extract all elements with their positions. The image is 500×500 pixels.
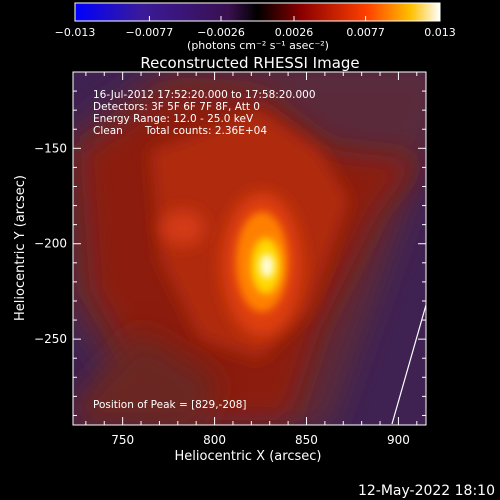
- colorbar-tick-label: −0.0026: [197, 26, 245, 39]
- colorbar-tick-label: −0.0077: [126, 26, 174, 39]
- x-tick-label: 750: [111, 433, 134, 447]
- x-tick-label: 850: [295, 433, 318, 447]
- y-axis-label: Heliocentric Y (arcsec): [13, 175, 28, 321]
- colorbar: [74, 2, 441, 22]
- y-tick-label: −200: [34, 237, 67, 251]
- chart-title: Reconstructed RHESSI Image: [140, 54, 359, 72]
- y-tick-label: −250: [34, 332, 67, 346]
- annotation-energy-range: Energy Range: 12.0 - 25.0 keV: [93, 113, 254, 125]
- annotation-peak-position: Position of Peak = [829,-208]: [93, 399, 247, 411]
- annotation-detectors: Detectors: 3F 5F 6F 7F 8F, Att 0: [93, 101, 260, 113]
- x-tick-label: 800: [203, 433, 226, 447]
- colorbar-tick-label: −0.013: [55, 26, 96, 39]
- colorbar-tick-label: 0.0026: [275, 26, 314, 39]
- x-axis-label: Heliocentric X (arcsec): [175, 449, 322, 464]
- y-axis-ticks: −150 −200 −250: [34, 71, 426, 416]
- y-tick-label: −150: [34, 141, 67, 155]
- colorbar-ticks: −0.013 −0.0077 −0.0026 0.0026 0.0077 0.013: [55, 16, 456, 39]
- colorbar-unit-label: (photons cm⁻² s⁻¹ asec⁻²): [187, 39, 329, 52]
- annotation-clean: Clean: [93, 125, 123, 137]
- plot-frame: [72, 71, 427, 426]
- solar-limb-line: [391, 304, 427, 425]
- footer-timestamp: 12-May-2022 18:10: [358, 483, 495, 499]
- annotation-total-counts: Total counts: 2.36E+04: [144, 125, 267, 137]
- x-axis-ticks: 750 800 850 900: [85, 72, 418, 447]
- colorbar-tick-label: 0.0077: [346, 26, 385, 39]
- x-tick-label: 900: [387, 433, 410, 447]
- heatmap-image: [73, 72, 426, 425]
- annotation-time-range: 16-Jul-2012 17:52:20.000 to 17:58:20.000: [93, 89, 316, 101]
- colorbar-tick-label: 0.013: [424, 26, 456, 39]
